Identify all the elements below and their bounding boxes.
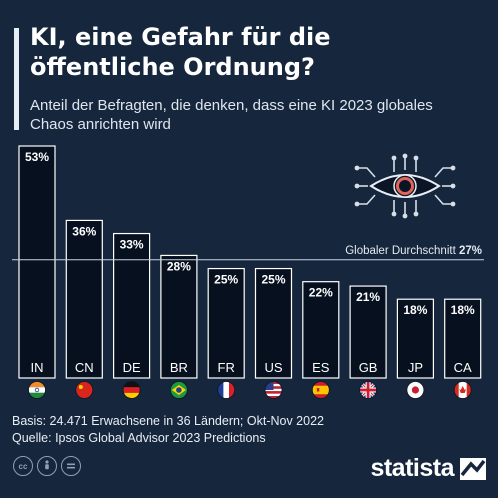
cc-icon[interactable]: cc [13,456,33,476]
bar-br [160,254,198,379]
flag-germany-icon [123,381,141,399]
category-label-gb: GB [359,360,378,375]
bar-ca [444,298,482,379]
value-label-cn: 36% [72,224,96,238]
flag-spain-icon [312,381,330,399]
value-label-es: 22% [309,286,333,300]
bar-es [302,281,340,379]
bar-in [18,145,56,379]
value-label-br: 28% [167,259,191,273]
category-label-ca: CA [454,360,472,375]
average-label: Globaler Durchschnitt 27% [345,245,482,257]
value-label-gb: 21% [356,290,380,304]
ai-eye-icon [354,153,456,219]
title-accent-bar [14,28,19,130]
statista-mark-icon [460,457,486,480]
category-label-cn: CN [75,360,94,375]
bar-cn [65,219,103,379]
value-label-jp: 18% [403,303,427,317]
flag-india-icon [28,381,46,399]
nd-icon[interactable] [61,456,81,476]
flag-brazil-icon [170,381,188,399]
average-label-text: Globaler Durchschnitt [345,245,456,257]
flag-france-icon [217,381,235,399]
category-label-in: IN [31,360,44,375]
category-label-jp: JP [408,360,423,375]
bars-group: 53% IN 36% CN 33% DE 28% BR 25% FR 25% US 22% ES 21% GB… [18,145,482,379]
bar-gb [349,285,387,379]
value-label-ca: 18% [451,303,475,317]
value-label-in: 53% [25,150,49,164]
flags-group [28,381,472,399]
flag-canada-icon [454,381,472,399]
value-label-de: 33% [120,238,144,252]
flag-china-icon [75,381,93,399]
category-label-us: US [264,360,282,375]
brand-name: statista [370,454,454,482]
statista-logo[interactable]: statista [370,454,486,483]
bar-jp [396,298,434,379]
chart-title: KI, eine Gefahr für die öffentliche Ordn… [30,23,331,81]
bar-de [112,232,151,379]
value-label-fr: 25% [214,273,238,287]
by-icon[interactable] [37,456,57,476]
flag-uk-icon [359,381,377,399]
bar-fr [207,267,245,379]
flag-usa-icon [265,381,282,399]
category-label-es: ES [312,360,330,375]
bar-us [254,267,293,379]
category-label-br: BR [170,360,188,375]
average-value: 27% [459,245,482,257]
chart-subtitle: Anteil der Befragten, die denken, dass e… [30,97,433,133]
category-label-de: DE [123,360,141,375]
flag-japan-icon [406,381,424,399]
license-icons: cc [13,456,81,476]
value-label-us: 25% [261,273,285,287]
category-label-fr: FR [218,360,235,375]
footer-source: Quelle: Ipsos Global Advisor 2023 Predic… [12,431,266,445]
footer-basis: Basis: 24.471 Erwachsene in 36 Ländern; … [12,414,324,428]
